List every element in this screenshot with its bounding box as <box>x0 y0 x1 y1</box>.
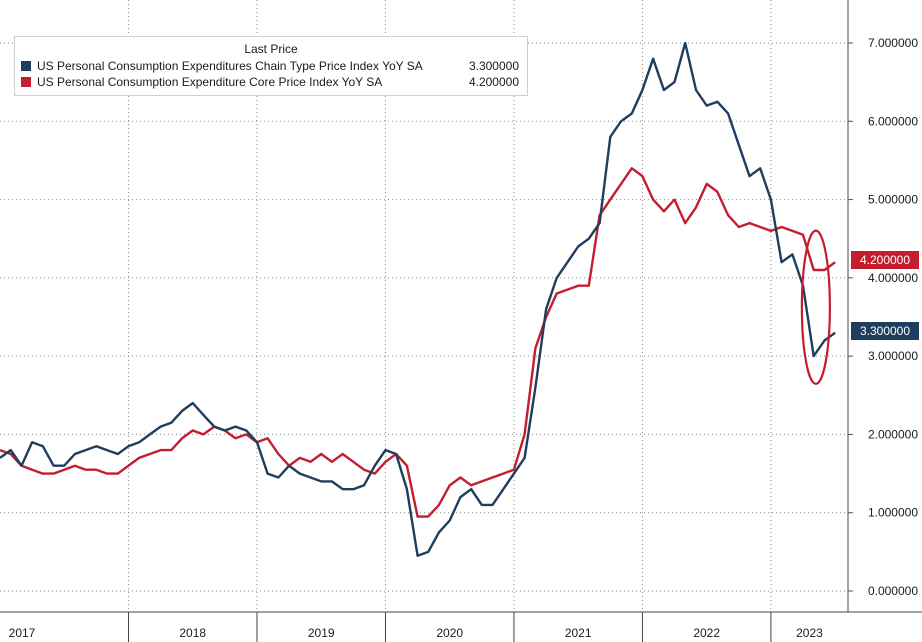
ytick-label: 5.000000 <box>868 193 918 207</box>
legend-entry-headline: US Personal Consumption Expenditures Cha… <box>21 59 519 75</box>
last-value-tag-headline: 3.300000 <box>851 322 919 340</box>
ytick-label: 1.000000 <box>868 506 918 520</box>
legend-value-core: 4.200000 <box>468 75 519 89</box>
legend-label-core: US Personal Consumption Expenditure Core… <box>37 75 383 89</box>
xtick-label: 2023 <box>796 626 823 640</box>
ytick-label: 2.000000 <box>868 427 918 441</box>
series-line-headline <box>0 41 836 557</box>
legend-value-headline: 3.300000 <box>468 59 519 73</box>
legend-entry-core: US Personal Consumption Expenditure Core… <box>21 75 519 91</box>
xtick-label: 2022 <box>693 626 720 640</box>
legend-title: Last Price <box>244 42 298 56</box>
xtick-label: 2020 <box>436 626 463 640</box>
legend-swatch-core <box>21 77 31 87</box>
annotation-ellipse <box>800 229 831 385</box>
series-line-core <box>0 167 836 518</box>
legend: Last Price US Personal Consumption Expen… <box>14 36 528 96</box>
xtick-label: 2018 <box>179 626 206 640</box>
ytick-label: 4.000000 <box>868 271 918 285</box>
ytick-label: 7.000000 <box>868 36 918 50</box>
legend-swatch-headline <box>21 61 31 71</box>
ytick-label: 6.000000 <box>868 114 918 128</box>
ytick-label: 3.000000 <box>868 349 918 363</box>
xtick-label: 2017 <box>9 626 36 640</box>
xtick-label: 2019 <box>308 626 335 640</box>
legend-label-headline: US Personal Consumption Expenditures Cha… <box>37 59 423 73</box>
xtick-label: 2021 <box>565 626 592 640</box>
last-value-tag-core: 4.200000 <box>851 251 919 269</box>
ytick-label: 0.000000 <box>868 584 918 598</box>
